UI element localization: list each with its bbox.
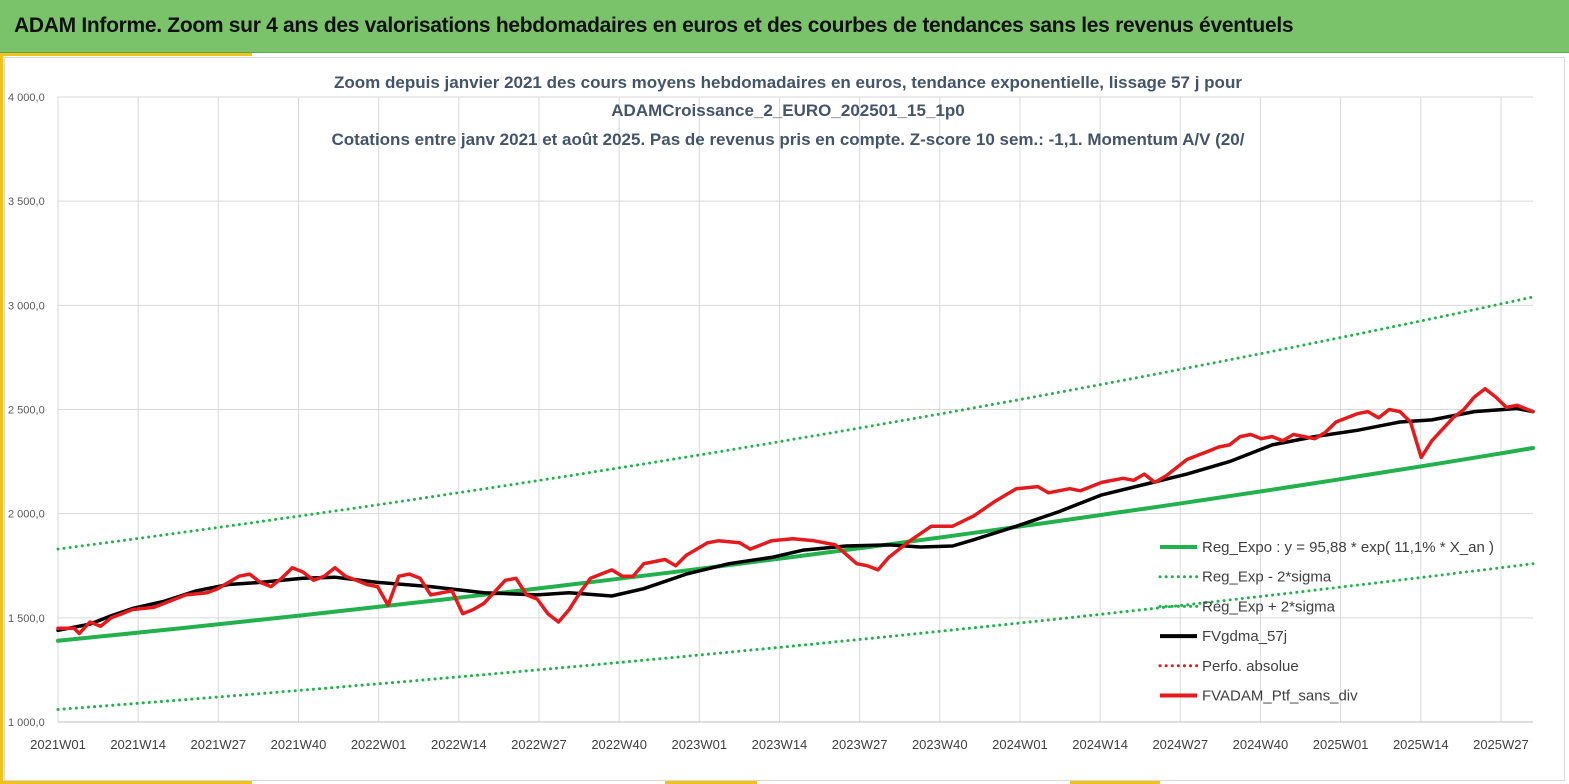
x-tick-label: 2024W40 [1233,737,1289,752]
x-tick-label: 2025W01 [1313,737,1369,752]
series [56,295,1535,711]
y-tick-label: 1 000,0 [8,717,45,729]
legend-label: FVgdma_57j [1202,628,1287,645]
x-tick-label: 2022W01 [351,737,407,752]
y-axis-ticks: 1 000,0 1 500,0 2 000,0 2 500,0 3 000,0 3 500… [8,92,45,729]
x-tick-label: 2021W40 [271,737,327,752]
accent-bar-left [0,53,3,784]
grid [57,96,1533,723]
x-tick-label: 2025W14 [1393,737,1449,752]
accent-bar-bottom [0,781,252,784]
x-tick-label: 2023W14 [752,737,808,752]
legend-label: Reg_Exp - 2*sigma [1202,569,1332,586]
x-axis-ticks: 2021W01 2021W14 2021W27 2021W40 2022W01 2022W… [30,737,1529,752]
x-tick-label: 2021W27 [190,737,246,752]
y-tick-label: 4 000,0 [8,92,45,104]
x-tick-label: 2024W27 [1152,737,1208,752]
series-line-5 [56,386,1535,636]
legend-label: FVADAM_Ptf_sans_div [1202,688,1358,705]
y-tick-label: 3 000,0 [8,300,45,312]
series-line-0 [56,446,1535,643]
chart-title-line-3: Cotations entre janv 2021 et août 2025. … [332,130,1245,149]
chart-title-line-1: Zoom depuis janvier 2021 des cours moyen… [334,73,1242,92]
y-tick-label: 2 000,0 [8,509,45,521]
banner-title: ADAM Informe. Zoom sur 4 ans des valoris… [14,14,1294,37]
legend-label: Reg_Expo : y = 95,88 * exp( 11,1% * X_an… [1202,539,1494,556]
chart-title-line-2: ADAMCroissance_2_EURO_202501_15_1p0 [611,101,964,120]
y-tick-label: 1 500,0 [8,613,45,625]
series-line-2 [56,295,1535,551]
chart-frame [4,57,1565,781]
series-line-3 [56,406,1535,633]
x-tick-label: 2024W14 [1072,737,1128,752]
y-tick-label: 2 500,0 [8,405,45,417]
accent-bar-bottom-3 [1070,781,1160,784]
x-tick-label: 2021W14 [110,737,166,752]
x-tick-label: 2022W14 [431,737,487,752]
y-tick-label: 3 500,0 [8,196,45,208]
chart-title: Zoom depuis janvier 2021 des cours moyen… [332,73,1245,149]
x-tick-label: 2023W27 [832,737,888,752]
x-tick-label: 2023W40 [912,737,968,752]
x-tick-label: 2024W01 [992,737,1048,752]
legend-label: Perfo. absolue [1202,658,1299,675]
accent-bar-top [0,53,252,56]
legend-label: Reg_Exp + 2*sigma [1202,598,1336,615]
x-tick-label: 2022W40 [591,737,647,752]
legend: Reg_Expo : y = 95,88 * exp( 11,1% * X_an… [1158,539,1494,705]
x-tick-label: 2025W27 [1473,737,1529,752]
x-tick-label: 2023W01 [671,737,727,752]
x-tick-label: 2022W27 [511,737,567,752]
report-banner: ADAM Informe. Zoom sur 4 ans des valoris… [0,0,1569,53]
x-tick-label: 2021W01 [30,737,86,752]
accent-bar-bottom-2 [665,781,757,784]
